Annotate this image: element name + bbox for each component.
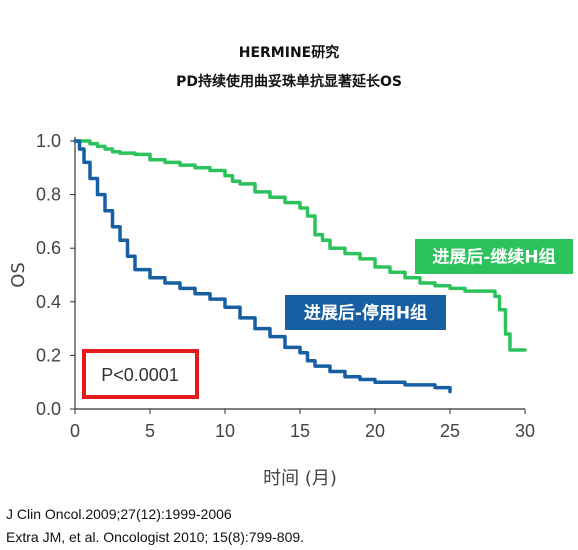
y-tick-label: 0.0 — [36, 399, 61, 419]
x-tick-label: 30 — [515, 421, 535, 441]
y-axis-label: OS — [8, 262, 29, 288]
x-tick-label: 10 — [215, 421, 235, 441]
p-value-label: P<0.0001 — [101, 365, 179, 385]
survival-chart: 0 5 10 15 20 25 300.00.20.40.60.81.0 进展后-继续H组 … — [8, 131, 573, 489]
x-tick-label: 5 — [145, 421, 155, 441]
p-value-annotation: P<0.0001 — [82, 349, 199, 399]
x-axis-label: 时间 (月) — [263, 468, 337, 489]
y-tick-label: 0.8 — [36, 185, 61, 205]
legend-stop-h: 进展后-停用H组 — [285, 295, 446, 330]
x-tick-label: 20 — [365, 421, 385, 441]
chart-series — [73, 139, 527, 394]
y-tick-label: 0.2 — [36, 345, 61, 365]
chart-subtitle: PD持续使用曲妥珠单抗显著延长OS — [176, 74, 402, 90]
chart-title: HERMINE研究 — [238, 45, 340, 61]
reference-2: Extra JM, et al. Oncologist 2010; 15(8):… — [6, 529, 305, 545]
y-tick-label: 0.4 — [36, 292, 61, 312]
chart-axes: 0 5 10 15 20 25 30 0.0 0.2 0.4 0.6 0.8 1.0 — [36, 131, 535, 441]
series-line-stop-h — [73, 139, 452, 394]
y-tick-label: 0.6 — [36, 238, 61, 258]
x-tick-label: 25 — [440, 421, 460, 441]
x-tick-label: 15 — [290, 421, 310, 441]
reference-1: J Clin Oncol.2009;27(12):1999-2006 — [6, 506, 232, 522]
p-value-box — [82, 349, 199, 399]
legend-continue-h-label: 进展后-继续H组 — [432, 247, 555, 268]
legend-stop-h-label: 进展后-停用H组 — [304, 303, 427, 324]
x-tick-label: 0 — [70, 421, 80, 441]
legend-continue-h: 进展后-继续H组 — [415, 239, 573, 274]
series-line-continue-h — [73, 139, 527, 352]
y-tick-label: 1.0 — [36, 131, 61, 151]
legend-stop-h-box — [285, 295, 446, 330]
legend-continue-h-box — [415, 239, 573, 274]
